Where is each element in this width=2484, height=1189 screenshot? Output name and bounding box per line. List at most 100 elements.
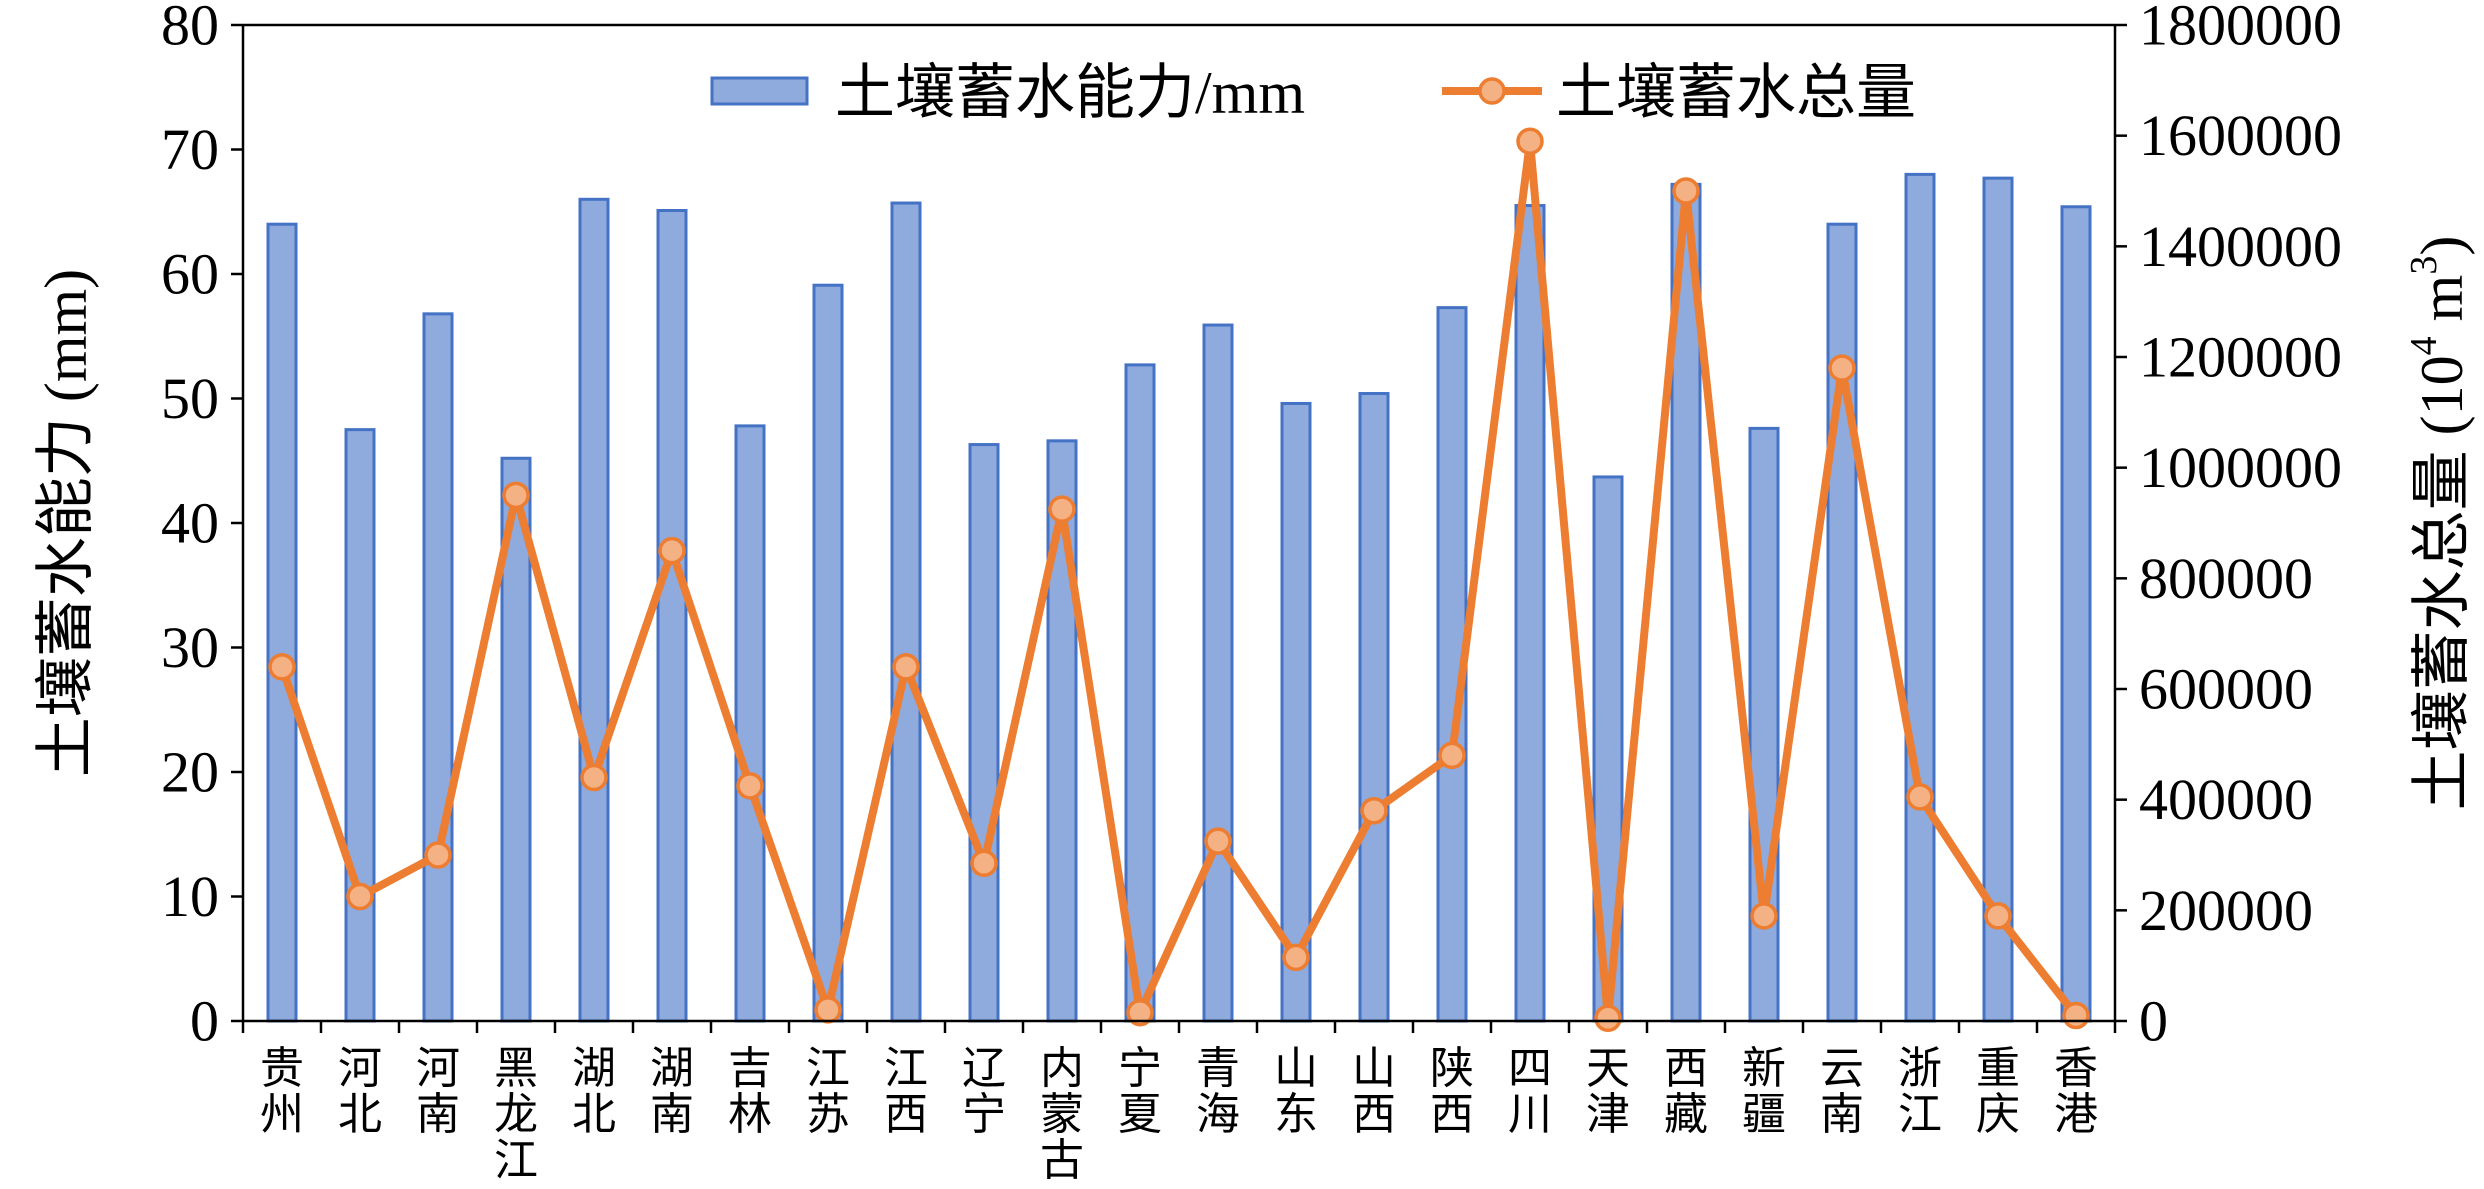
bar-陕西: [1436, 306, 1468, 1023]
line-point-贵州: [268, 653, 296, 681]
legend-line-marker: [1478, 77, 1506, 105]
x-tick-label-江西: 江西: [884, 1044, 928, 1139]
line-point-青海: [1204, 827, 1232, 855]
bar-浙江: [1904, 172, 1936, 1023]
bar-山东: [1280, 401, 1312, 1023]
line-point-江西: [892, 653, 920, 681]
bar-新疆: [1748, 426, 1780, 1023]
bar-重庆: [1982, 176, 2014, 1023]
y-right-title-sup3: 3: [2403, 256, 2445, 275]
y-left-tick-label: 50: [161, 366, 219, 431]
x-tick-label-河北: 河北: [338, 1044, 382, 1139]
legend-bar-label: 土壤蓄水能力/mm: [835, 60, 1305, 126]
line-point-山东: [1282, 943, 1310, 972]
bar-山西: [1358, 392, 1390, 1023]
bar-云南: [1826, 222, 1858, 1023]
y-left-tick-label: 80: [161, 0, 219, 58]
line-point-西藏: [1672, 177, 1700, 205]
y-left-tick-label: 0: [190, 989, 219, 1054]
y-right-title-sup4: 4: [2403, 336, 2445, 355]
legend-bar-swatch: [710, 76, 809, 106]
y-left-tick-label: 20: [161, 740, 219, 805]
line-point-内蒙古: [1048, 495, 1076, 523]
y-right-tick-label: 1600000: [2139, 103, 2342, 168]
y-right-axis-title: 土壤蓄水总量 (104 m3): [2403, 236, 2475, 811]
bar-河北: [344, 428, 376, 1023]
y-left-tick-label: 60: [161, 242, 219, 307]
x-tick-label-河南: 河南: [416, 1044, 460, 1139]
y-left-axis-title: 土壤蓄水能力 (mm): [33, 269, 99, 777]
category-labels: 贵州河北河南黑龙江湖北湖南吉林江苏江西辽宁内蒙古宁夏青海山东山西陕西四川天津西藏…: [260, 1044, 2098, 1185]
y-right-title-close: ): [2409, 236, 2475, 256]
line-point-吉林: [736, 772, 764, 800]
x-tick-label-浙江: 浙江: [1898, 1044, 1942, 1139]
bar-湖南: [656, 209, 688, 1023]
line-point-重庆: [1984, 902, 2012, 930]
y-right-tick-label: 0: [2139, 989, 2168, 1054]
bar-四川: [1514, 204, 1546, 1023]
x-tick-label-黑龙江: 黑龙江: [494, 1044, 538, 1185]
bar-吉林: [734, 424, 766, 1023]
y-right-tick-label: 600000: [2139, 657, 2313, 722]
line-point-四川: [1516, 127, 1544, 155]
y-right-tick-label: 1200000: [2139, 325, 2342, 390]
line-point-河北: [346, 882, 374, 911]
x-tick-label-湖南: 湖南: [650, 1044, 694, 1139]
x-tick-label-新疆: 新疆: [1742, 1044, 1786, 1139]
x-tick-label-重庆: 重庆: [1976, 1044, 2020, 1139]
bar-江西: [890, 201, 922, 1023]
x-tick-label-西藏: 西藏: [1664, 1044, 1708, 1139]
line-point-香港: [2062, 1001, 2090, 1030]
y-left-tick-label: 40: [161, 491, 219, 556]
y-left-tick-label: 70: [161, 117, 219, 182]
line-point-山西: [1360, 796, 1388, 825]
y-right-tick-label: 1800000: [2139, 0, 2342, 58]
bar-河南: [422, 312, 454, 1023]
line-point-湖南: [658, 536, 686, 565]
line-layer: [268, 127, 2090, 1032]
ticks-layer: 0 10 20 30 40 50 60 70 80 0 200000 400000 600000 8000…: [161, 0, 2342, 1054]
x-tick-label-天津: 天津: [1586, 1044, 1630, 1139]
x-tick-label-江苏: 江苏: [806, 1044, 850, 1139]
y-right-tick-label: 200000: [2139, 878, 2313, 943]
x-tick-label-吉林: 吉林: [728, 1044, 772, 1139]
line-point-陕西: [1438, 741, 1466, 770]
bar-宁夏: [1124, 363, 1156, 1023]
y-left-tick-label: 10: [161, 864, 219, 929]
x-tick-label-云南: 云南: [1820, 1044, 1864, 1139]
line-point-浙江: [1906, 783, 1934, 811]
x-tick-label-陕西: 陕西: [1430, 1044, 1474, 1139]
line-point-云南: [1828, 354, 1856, 382]
legend-line-label: 土壤蓄水总量: [1556, 60, 1916, 126]
line-point-新疆: [1750, 902, 1778, 930]
line-point-黑龙江: [502, 481, 530, 510]
line-point-河南: [424, 841, 452, 869]
y-right-title-main: 土壤蓄水总量 (10: [2409, 355, 2475, 810]
x-tick-label-青海: 青海: [1196, 1044, 1240, 1139]
y-right-title-unit: m: [2409, 275, 2475, 337]
x-tick-label-四川: 四川: [1508, 1044, 1552, 1139]
x-tick-label-湖北: 湖北: [572, 1044, 616, 1139]
line-point-天津: [1594, 1004, 1622, 1032]
legend: 土壤蓄水能力/mm 土壤蓄水总量: [710, 60, 1916, 126]
y-right-tick-label: 1400000: [2139, 214, 2342, 279]
line-point-宁夏: [1126, 998, 1154, 1027]
y-right-tick-label: 800000: [2139, 546, 2313, 611]
y-right-tick-label: 400000: [2139, 767, 2313, 832]
bar-湖北: [578, 197, 610, 1023]
x-tick-label-香港: 香港: [2054, 1044, 2098, 1139]
y-left-tick-label: 30: [161, 615, 219, 680]
x-tick-label-内蒙古: 内蒙古: [1040, 1044, 1084, 1185]
y-right-tick-label: 1000000: [2139, 435, 2342, 500]
x-tick-label-山西: 山西: [1352, 1044, 1396, 1139]
bar-辽宁: [968, 443, 1000, 1023]
x-tick-label-辽宁: 辽宁: [962, 1044, 1006, 1139]
line-point-江苏: [814, 996, 842, 1024]
x-tick-label-山东: 山东: [1274, 1044, 1318, 1139]
x-tick-label-贵州: 贵州: [260, 1044, 304, 1139]
series-line-total: [278, 137, 2080, 1023]
line-point-湖北: [580, 763, 608, 792]
line-point-辽宁: [970, 849, 998, 878]
